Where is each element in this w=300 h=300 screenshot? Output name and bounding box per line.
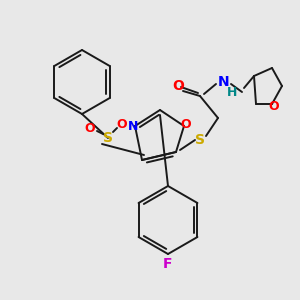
Text: N: N: [218, 75, 230, 89]
Text: H: H: [227, 85, 237, 98]
Text: O: O: [117, 118, 127, 131]
Text: N: N: [128, 119, 138, 133]
Text: O: O: [172, 79, 184, 93]
Text: F: F: [163, 257, 173, 271]
Text: O: O: [85, 122, 95, 134]
Text: O: O: [181, 118, 191, 130]
Text: S: S: [195, 133, 205, 147]
Text: S: S: [103, 131, 113, 145]
Text: O: O: [269, 100, 279, 112]
